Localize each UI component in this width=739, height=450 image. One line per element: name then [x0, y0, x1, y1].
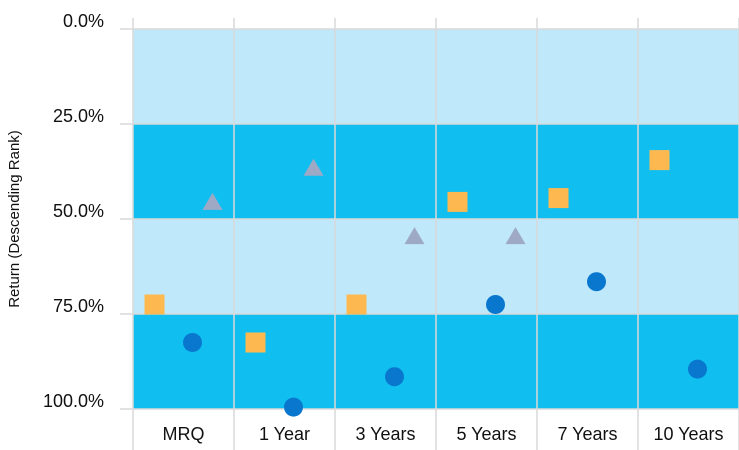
circle-point	[284, 397, 303, 417]
x-tick-label: 3 Years	[355, 424, 415, 444]
y-tick-label: 50.0%	[53, 201, 104, 221]
square-point	[649, 150, 670, 171]
square-point	[346, 294, 367, 315]
square-point	[245, 332, 266, 353]
y-axis-title: Return (Descending Rank)	[6, 130, 23, 308]
data-points	[144, 150, 707, 417]
triangle-point	[505, 227, 526, 245]
circle-point	[385, 367, 404, 387]
x-tick-label: 7 Years	[557, 424, 617, 444]
square-point	[144, 294, 165, 315]
circle-point	[688, 359, 707, 379]
y-tick-label: 25.0%	[53, 106, 104, 126]
triangle-point	[404, 227, 425, 245]
triangle-point	[202, 192, 223, 210]
triangle-point	[303, 158, 324, 176]
x-tick-label: 1 Year	[259, 424, 310, 444]
y-tick-label: 75.0%	[53, 296, 104, 316]
circle-point	[486, 295, 505, 314]
x-axis-ticks: MRQ 1 Year 3 Years 5 Years 7 Years 10 Years	[163, 424, 724, 444]
y-axis-ticks: 0.0% 25.0% 50.0% 75.0% 100.0%	[43, 11, 104, 411]
x-tick-label: 10 Years	[653, 424, 723, 444]
y-tick-label: 100.0%	[43, 391, 104, 411]
circle-point	[183, 333, 202, 352]
y-tick-label: 0.0%	[63, 11, 104, 31]
gridlines	[120, 18, 739, 450]
x-tick-label: MRQ	[163, 424, 205, 444]
x-tick-label: 5 Years	[456, 424, 516, 444]
circle-point	[587, 272, 606, 292]
square-point	[548, 188, 569, 209]
square-point	[447, 191, 468, 212]
